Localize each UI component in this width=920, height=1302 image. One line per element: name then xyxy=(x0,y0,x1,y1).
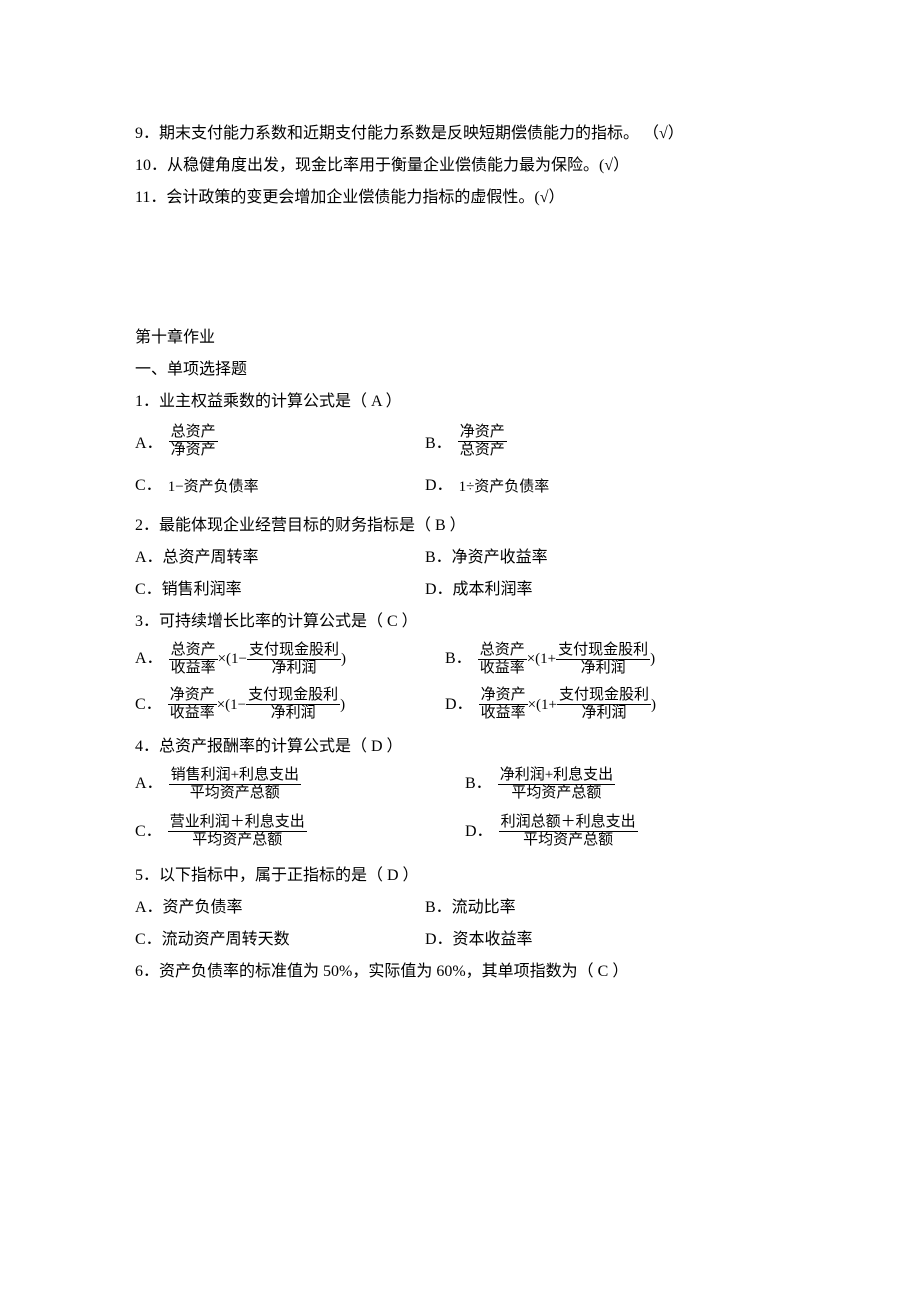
q5-c: C．流动资产周转天数 xyxy=(135,931,290,948)
q3-d-close: ) xyxy=(651,690,656,720)
q1-b-label: B． xyxy=(425,428,452,460)
q3-c-rd: 净利润 xyxy=(246,705,340,722)
top-item-10: 10．从稳健角度出发，现金比率用于衡量企业偿债能力最为保险。(√） xyxy=(135,150,790,182)
q4-b-label: B． xyxy=(465,768,492,800)
q3-d-ln: 净资产 xyxy=(479,687,528,705)
q4-row-ab: A． 销售利润+利息支出 平均资产总额 B． 净利润+利息支出 平均资产总额 xyxy=(135,767,790,803)
q2-b: B．净资产收益率 xyxy=(425,549,548,566)
q1-a-frac: 总资产 净资产 xyxy=(169,424,218,460)
q3-b-label: B． xyxy=(445,643,472,675)
q2-stem: 2．最能体现企业经营目标的财务指标是（ B ） xyxy=(135,510,790,542)
q4-c-label: C． xyxy=(135,816,162,848)
q1-row-cd: C． 1−资产负债率 D． 1÷资产负债率 xyxy=(135,470,790,502)
q4-a-den: 平均资产总额 xyxy=(169,785,301,802)
q3-d-op: ×(1+ xyxy=(528,690,557,720)
q4-d-num: 利润总额＋利息支出 xyxy=(499,814,638,832)
q3-d-right: 支付现金股利 净利润 xyxy=(557,687,651,723)
top-item-9: 9．期末支付能力系数和近期支付能力系数是反映短期偿债能力的指标。 （√） xyxy=(135,118,790,150)
q3-b-ln: 总资产 xyxy=(478,642,527,660)
q3-b-close: ) xyxy=(650,644,655,674)
q1-d-text: 1÷资产负债率 xyxy=(459,472,550,502)
q5-a: A．资产负债率 xyxy=(135,899,243,916)
q1-b-frac: 净资产 总资产 xyxy=(458,424,507,460)
top-item-11: 11．会计政策的变更会增加企业偿债能力指标的虚假性。(√） xyxy=(135,182,790,214)
q3-a-label: A． xyxy=(135,643,163,675)
q4-d-den: 平均资产总额 xyxy=(499,832,638,849)
q5-b: B．流动比率 xyxy=(425,899,516,916)
q1-b-num: 净资产 xyxy=(458,424,507,442)
q1-b-den: 总资产 xyxy=(458,442,507,459)
q3-c-label: C． xyxy=(135,689,162,721)
q3-c-op: ×(1− xyxy=(217,690,246,720)
q1-d-label: D． xyxy=(425,470,453,502)
q3-a-rn: 支付现金股利 xyxy=(247,642,341,660)
q3-a-ln: 总资产 xyxy=(169,642,218,660)
q3-d-left: 净资产 收益率 xyxy=(479,687,528,723)
q5-row-cd: C．流动资产周转天数 D．资本收益率 xyxy=(135,924,790,956)
q1-a-num: 总资产 xyxy=(169,424,218,442)
section-title: 一、单项选择题 xyxy=(135,354,790,386)
q3-c-ln: 净资产 xyxy=(168,687,217,705)
q3-d-rn: 支付现金股利 xyxy=(557,687,651,705)
page: 9．期末支付能力系数和近期支付能力系数是反映短期偿债能力的指标。 （√） 10．… xyxy=(0,0,920,1068)
q2-d: D．成本利润率 xyxy=(425,581,533,598)
q4-c-den: 平均资产总额 xyxy=(168,832,307,849)
q3-c-left: 净资产 收益率 xyxy=(168,687,217,723)
chapter-title: 第十章作业 xyxy=(135,322,790,354)
q3-b-ld: 收益率 xyxy=(478,660,527,677)
q3-a-ld: 收益率 xyxy=(169,660,218,677)
q3-d-rd: 净利润 xyxy=(557,705,651,722)
q3-b-rn: 支付现金股利 xyxy=(556,642,650,660)
q3-b-right: 支付现金股利 净利润 xyxy=(556,642,650,678)
q3-a-right: 支付现金股利 净利润 xyxy=(247,642,341,678)
q3-d-label: D． xyxy=(445,689,473,721)
q3-b-op: ×(1+ xyxy=(527,644,556,674)
q3-b-rd: 净利润 xyxy=(556,660,650,677)
q4-d-frac: 利润总额＋利息支出 平均资产总额 xyxy=(499,814,638,850)
q3-c-rn: 支付现金股利 xyxy=(246,687,340,705)
q1-stem: 1．业主权益乘数的计算公式是（ A ） xyxy=(135,386,790,418)
q4-a-label: A． xyxy=(135,768,163,800)
q3-a-rd: 净利润 xyxy=(247,660,341,677)
q3-a-close: ) xyxy=(341,644,346,674)
q4-d-label: D． xyxy=(465,816,493,848)
section-gap xyxy=(135,214,790,322)
q2-row-ab: A．总资产周转率 B．净资产收益率 xyxy=(135,542,790,574)
q2-c: C．销售利润率 xyxy=(135,581,242,598)
q1-a-den: 净资产 xyxy=(169,442,218,459)
q4-a-frac: 销售利润+利息支出 平均资产总额 xyxy=(169,767,301,803)
q4-b-frac: 净利润+利息支出 平均资产总额 xyxy=(498,767,615,803)
q1-row-ab: A． 总资产 净资产 B． 净资产 总资产 xyxy=(135,424,790,460)
q4-b-den: 平均资产总额 xyxy=(498,785,615,802)
q4-b-num: 净利润+利息支出 xyxy=(498,767,615,785)
q1-c-label: C． xyxy=(135,470,162,502)
q4-c-num: 营业利润＋利息支出 xyxy=(168,814,307,832)
q3-c-close: ) xyxy=(340,690,345,720)
q5-row-ab: A．资产负债率 B．流动比率 xyxy=(135,892,790,924)
q4-row-cd: C． 营业利润＋利息支出 平均资产总额 D． 利润总额＋利息支出 平均资产总额 xyxy=(135,814,790,850)
q6-stem: 6．资产负债率的标准值为 50%，实际值为 60%，其单项指数为（ C ） xyxy=(135,956,790,988)
q3-b-left: 总资产 收益率 xyxy=(478,642,527,678)
q2-row-cd: C．销售利润率 D．成本利润率 xyxy=(135,574,790,606)
q3-stem: 3．可持续增长比率的计算公式是（ C ） xyxy=(135,606,790,638)
q3-a-left: 总资产 收益率 xyxy=(169,642,218,678)
q1-c-text: 1−资产负债率 xyxy=(168,472,259,502)
q4-stem: 4．总资产报酬率的计算公式是（ D ） xyxy=(135,731,790,763)
q3-row-ab: A． 总资产 收益率 ×(1− 支付现金股利 净利润 ) B． 总资产 收益率 … xyxy=(135,642,790,678)
q4-c-frac: 营业利润＋利息支出 平均资产总额 xyxy=(168,814,307,850)
q5-d: D．资本收益率 xyxy=(425,931,533,948)
q3-row-cd: C． 净资产 收益率 ×(1− 支付现金股利 净利润 ) D． 净资产 收益率 … xyxy=(135,687,790,723)
q4-a-num: 销售利润+利息支出 xyxy=(169,767,301,785)
q3-d-ld: 收益率 xyxy=(479,705,528,722)
q3-a-op: ×(1− xyxy=(218,644,247,674)
q1-a-label: A． xyxy=(135,428,163,460)
q3-c-ld: 收益率 xyxy=(168,705,217,722)
q3-c-right: 支付现金股利 净利润 xyxy=(246,687,340,723)
q5-stem: 5．以下指标中，属于正指标的是（ D ） xyxy=(135,860,790,892)
q2-a: A．总资产周转率 xyxy=(135,549,259,566)
